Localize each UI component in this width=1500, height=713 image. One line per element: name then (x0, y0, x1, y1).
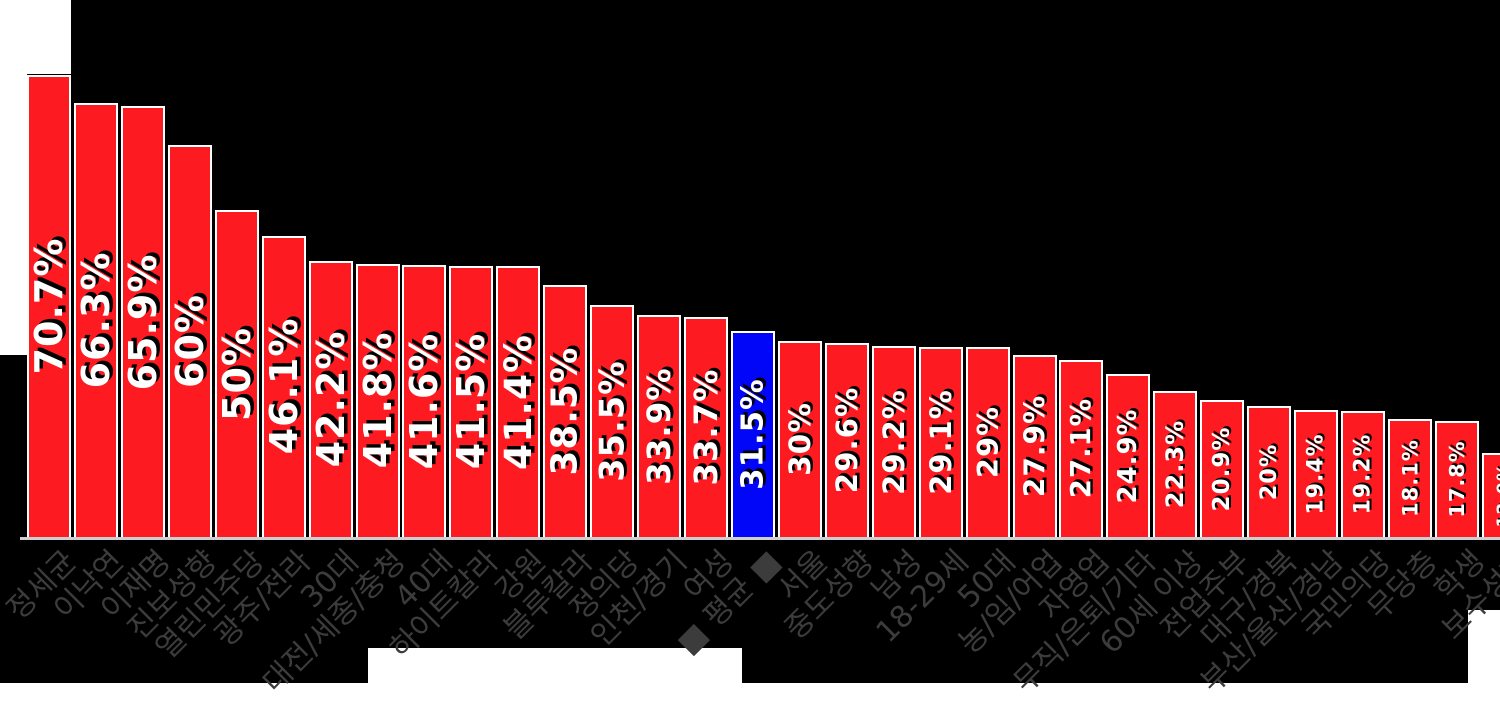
bar-value-label: 33.9% (640, 367, 679, 485)
bar (1434, 420, 1479, 537)
bar (871, 346, 916, 537)
bar (27, 74, 71, 537)
bar (684, 316, 729, 537)
bar-value-label: 27.9% (1018, 394, 1052, 497)
bar (1200, 400, 1245, 537)
bar-value-label: 46.1% (261, 317, 306, 455)
bar-value-label: 24.9% (1113, 408, 1144, 503)
bar-value-label: 30% (782, 401, 817, 476)
bar (496, 266, 541, 537)
bar (261, 235, 306, 537)
bar-value-label: 19.4% (1303, 432, 1329, 515)
bar-value-label: 20% (1256, 443, 1283, 500)
bar-value-label: 35.5% (592, 360, 632, 482)
bar-value-label: 27.1% (1065, 398, 1098, 499)
bar (1012, 354, 1057, 537)
bar-value-label: 20.9% (1209, 426, 1236, 512)
bar (1341, 411, 1386, 537)
bar (73, 103, 118, 537)
bar-value-label: 42.2% (308, 330, 353, 468)
bar-value-label: 33.7% (687, 368, 726, 486)
bar (1106, 374, 1151, 537)
bar-value-label: 18.1% (1397, 438, 1423, 517)
bar (167, 144, 212, 537)
bar (1247, 406, 1292, 537)
bar-value-label: 17.8% (1444, 440, 1469, 518)
bar (120, 106, 165, 537)
bar (824, 343, 869, 537)
bar (918, 346, 963, 537)
bar-value-label: 22.3% (1161, 419, 1190, 509)
bar (214, 210, 259, 537)
bar (1294, 410, 1339, 537)
bar-highlight-average (730, 330, 775, 537)
bar-value-label: 41.4% (496, 333, 541, 470)
bar-value-label: 31.5% (735, 378, 771, 490)
bar (308, 261, 353, 537)
bar-value-label: 41.8% (355, 331, 400, 469)
bar (543, 285, 588, 537)
bar (355, 263, 400, 537)
background-patch-bottom (0, 683, 1500, 713)
bar-value-label: 12.9% (1493, 462, 1500, 528)
bar (1059, 359, 1104, 537)
background-patch-right (1468, 610, 1500, 683)
bar (402, 264, 447, 537)
background-patch-middle (368, 648, 742, 683)
bar (777, 340, 822, 537)
bar (1153, 391, 1198, 537)
bar-value-label: 60% (167, 293, 212, 388)
bar-value-label: 29.2% (876, 388, 911, 495)
bar (637, 315, 682, 537)
bar-value-label: 29.1% (923, 389, 958, 495)
bar (449, 265, 494, 537)
bar-value-label: 66.3% (73, 251, 118, 389)
background-patch-left (0, 0, 27, 355)
bar (965, 347, 1010, 537)
bar-value-label: 70.7% (27, 237, 71, 375)
bar-value-label: 19.2% (1350, 433, 1376, 515)
bar-value-label: 65.9% (120, 253, 165, 390)
bar-value-label: 29.6% (829, 386, 864, 494)
background-patch-top-left (27, 0, 71, 74)
bar (1387, 418, 1432, 537)
x-axis-line (20, 537, 1500, 540)
bar (590, 304, 635, 537)
bar-value-label: 38.5% (544, 346, 586, 476)
bar (1481, 452, 1500, 537)
bar-value-label: 41.5% (449, 333, 494, 470)
bar-value-label: 29% (970, 406, 1005, 479)
bar-value-label: 50% (214, 326, 259, 421)
bar-value-label: 41.6% (402, 332, 447, 470)
